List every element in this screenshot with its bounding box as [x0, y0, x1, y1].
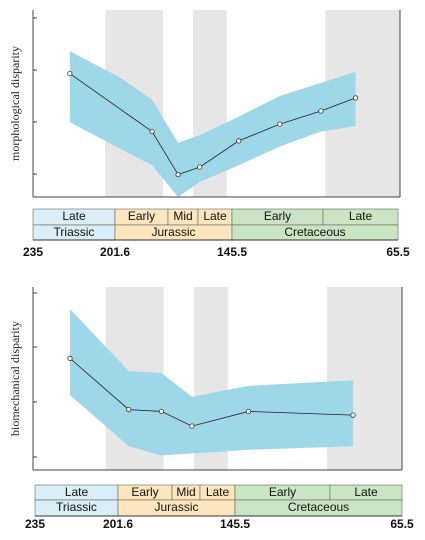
confidence-band: [70, 308, 354, 456]
biomechanical-disparity-chart: biomechanical disparity Late Early Mid Late E…: [0, 275, 425, 540]
data-point-0: [67, 70, 73, 77]
period-triassic-label: Triassic: [56, 500, 97, 514]
age-label-1: 201.6: [103, 517, 133, 531]
epoch-late-jurassic-label: Late: [206, 485, 230, 499]
age-label-2: 145.5: [220, 517, 250, 531]
series-line-0: [69, 358, 354, 427]
epoch-early-cretaceous-label: Early: [269, 485, 296, 499]
age-label-3: 65.5: [390, 517, 414, 531]
period-jurassic-label: Jurassic: [154, 500, 198, 514]
age-label-1: 201.6: [100, 245, 130, 259]
data-point-6: [318, 108, 324, 114]
data-point-4: [236, 138, 242, 144]
data-point-7: [353, 95, 359, 101]
epoch-mid-jurassic-label: Mid: [176, 485, 195, 499]
data-point-5: [277, 121, 283, 127]
epoch-late-triassic-label: Late: [62, 209, 86, 223]
morphological-chart-svg: morphological disparity Late Early Mid Late E…: [8, 10, 410, 259]
epoch-late-triassic-label: Late: [65, 485, 89, 499]
data-point-2: [158, 408, 165, 415]
age-label-2: 145.5: [217, 245, 247, 259]
data-point-2: [175, 171, 181, 178]
epoch-late-cretaceous-label: Late: [349, 209, 373, 223]
epoch-early-jurassic-label: Early: [131, 485, 158, 499]
epoch-mid-jurassic-label: Mid: [173, 209, 192, 223]
biomechanical-chart-svg: biomechanical disparity Late Early Mid Late E…: [8, 287, 414, 531]
y-axis-label: biomechanical disparity: [8, 321, 22, 436]
data-point-4: [245, 408, 252, 415]
period-triassic-label: Triassic: [54, 225, 95, 239]
epoch-late-cretaceous-label: Late: [354, 485, 378, 499]
series-line-0: [69, 73, 356, 176]
morphological-disparity-chart: morphological disparity Late Early Mid Late E…: [8, 10, 410, 259]
period-cretaceous-label: Cretaceous: [288, 500, 349, 514]
age-label-3: 65.5: [386, 245, 410, 259]
data-point-1: [126, 407, 132, 413]
confidence-band: [69, 51, 356, 197]
period-jurassic-label: Jurassic: [151, 225, 195, 239]
data-point-3: [197, 164, 203, 170]
data-point-3: [189, 423, 195, 429]
age-label-0: 235: [23, 245, 43, 259]
period-cretaceous-label: Cretaceous: [284, 225, 345, 239]
data-point-5: [350, 412, 356, 418]
epoch-early-cretaceous-label: Early: [264, 209, 291, 223]
age-label-0: 235: [25, 517, 45, 531]
epoch-early-jurassic-label: Early: [128, 209, 155, 223]
y-axis-label: morphological disparity: [8, 46, 22, 161]
data-point-1: [149, 128, 155, 135]
epoch-late-jurassic-label: Late: [203, 209, 227, 223]
data-point-0: [67, 355, 73, 361]
